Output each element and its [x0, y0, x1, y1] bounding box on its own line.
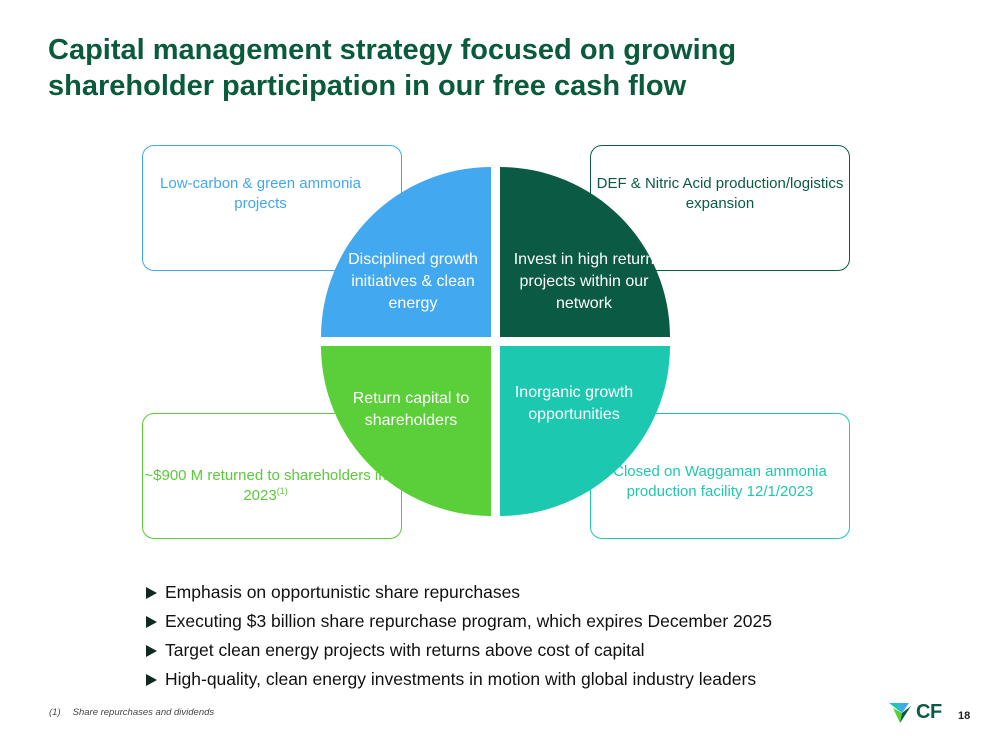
callout-text-top-right: DEF & Nitric Acid production/logistics e… [596, 175, 844, 212]
page-number: 18 [958, 710, 971, 722]
cf-logo-text: CF [916, 701, 942, 723]
bullet-item: Emphasis on opportunistic share repurcha… [146, 578, 772, 607]
footnote-text: Share repurchases and dividends [72, 707, 215, 718]
triangle-bullet-icon [146, 615, 157, 628]
quadrant-label-top-right: Invest in high return projects within ou… [513, 251, 655, 312]
slide-title-line-2: shareholder participation in our free ca… [48, 70, 687, 102]
callout-text-bottom-left-body: ~$900 M returned to shareholders in 2023 [144, 467, 387, 504]
cf-logo: CF [889, 701, 942, 724]
triangle-bullet-icon [146, 586, 157, 599]
callout-text-bottom-right: Closed on Waggaman ammonia production fa… [613, 463, 827, 500]
quadrant-label-top-left: Disciplined growth initiatives & clean e… [348, 251, 478, 312]
quadrant-label-bottom-left: Return capital to shareholders [352, 390, 470, 429]
callout-text-bottom-left: ~$900 M returned to shareholders in 2023… [143, 466, 388, 506]
bullet-text: High-quality, clean energy investments i… [165, 669, 757, 689]
bullet-text: Target clean energy projects with return… [165, 640, 645, 660]
bullet-text: Emphasis on opportunistic share repurcha… [165, 582, 521, 602]
bullet-item: High-quality, clean energy investments i… [146, 665, 772, 694]
bullet-item: Executing $3 billion share repurchase pr… [146, 607, 772, 636]
quadrant-label-bottom-right: Inorganic growth opportunities [514, 384, 634, 423]
slide-title-line-1: Capital management strategy focused on g… [48, 34, 737, 66]
triangle-bullet-icon [146, 644, 157, 657]
bullet-text: Executing $3 billion share repurchase pr… [165, 611, 772, 631]
callout-box-top-left: Low-carbon & green ammonia projects [142, 145, 402, 271]
bullet-list: Emphasis on opportunistic share repurcha… [146, 578, 772, 694]
triangle-bullet-icon [146, 673, 157, 686]
footnote-superscript: (1) [276, 486, 288, 496]
cf-logo-mark-icon [889, 702, 911, 723]
bullet-item: Target clean energy projects with return… [146, 636, 772, 665]
footnote: (1) Share repurchases and dividends [49, 707, 214, 718]
callout-text-top-left: Low-carbon & green ammonia projects [160, 175, 361, 212]
slide-title: Capital management strategy focused on g… [48, 32, 948, 104]
footnote-marker: (1) [49, 707, 61, 718]
